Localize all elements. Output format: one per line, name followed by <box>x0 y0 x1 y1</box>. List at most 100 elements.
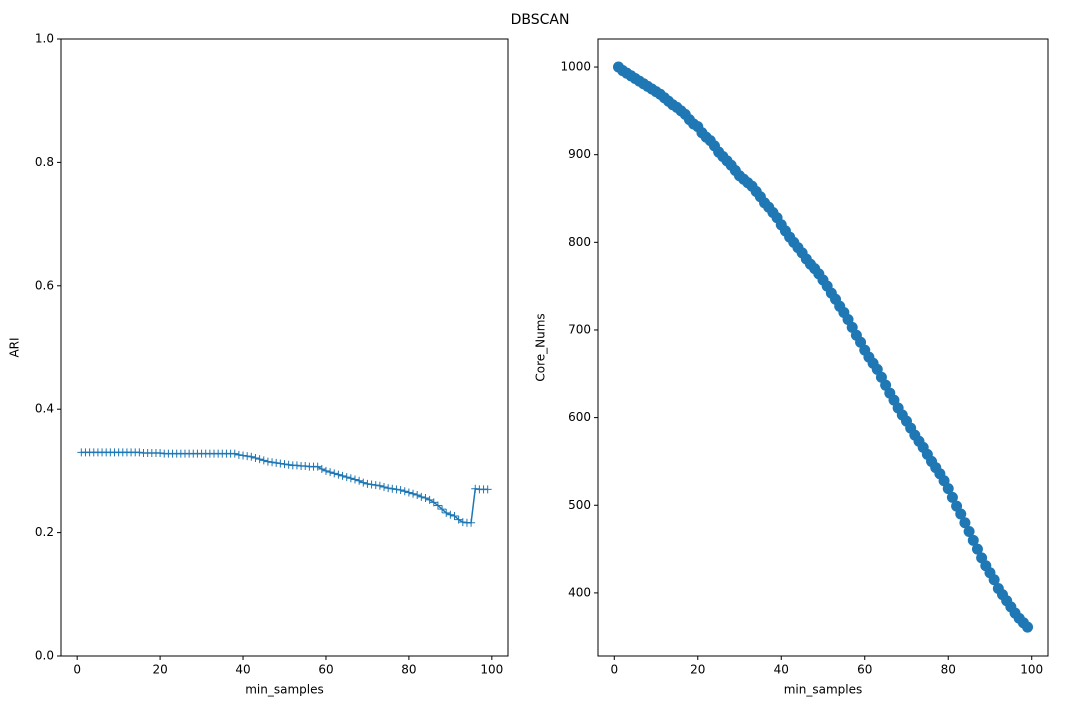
marker <box>272 458 281 467</box>
y-tick-label: 700 <box>568 322 591 336</box>
y-tick-label: 1000 <box>560 60 591 74</box>
x-tick-label: 40 <box>774 663 789 677</box>
marker <box>400 487 409 496</box>
marker <box>330 469 339 478</box>
marker <box>483 485 492 494</box>
marker <box>259 456 268 465</box>
subplot: 0 20 40 60 80 100 400 500 600 700 800 900 1000 min_sa… <box>534 38 1049 697</box>
point <box>1022 621 1034 633</box>
marker <box>375 481 384 490</box>
marker <box>355 476 364 485</box>
marker <box>454 515 463 524</box>
marker <box>396 486 405 495</box>
y-tick-label: 0.6 <box>35 278 54 292</box>
point <box>963 526 975 538</box>
y-tick-label: 500 <box>568 498 591 512</box>
x-tick-label: 80 <box>401 663 416 677</box>
y-tick-label: 0.0 <box>35 649 54 663</box>
marker <box>388 484 397 493</box>
x-axis-label: min_samples <box>245 683 324 697</box>
marker <box>404 488 413 497</box>
y-tick-label: 800 <box>568 235 591 249</box>
x-tick-label: 0 <box>73 663 81 677</box>
point <box>942 483 954 495</box>
marker <box>317 465 326 474</box>
y-tick-label: 0.2 <box>35 525 54 539</box>
marker <box>350 475 359 484</box>
x-tick-label: 0 <box>610 663 618 677</box>
marker <box>433 501 442 510</box>
marker <box>255 455 264 464</box>
y-tick-label: 0.8 <box>35 155 54 169</box>
marker <box>446 510 455 519</box>
x-axis-label: min_samples <box>784 683 863 697</box>
marker <box>450 511 459 520</box>
marker <box>156 449 165 458</box>
marker <box>326 468 335 477</box>
marker <box>442 508 451 517</box>
point <box>955 508 967 520</box>
y-axis-label: ARI <box>8 337 22 357</box>
marker <box>243 452 252 461</box>
marker <box>409 489 418 498</box>
x-tick-label: 80 <box>941 663 956 677</box>
x-tick-label: 60 <box>857 663 872 677</box>
marker <box>301 461 310 470</box>
x-tick-label: 60 <box>318 663 333 677</box>
marker <box>429 498 438 507</box>
point <box>971 543 983 555</box>
x-tick-label: 40 <box>235 663 250 677</box>
marker <box>458 518 467 527</box>
marker <box>135 448 144 457</box>
marker <box>234 450 243 459</box>
marker <box>313 462 322 471</box>
marker <box>276 459 285 468</box>
y-tick-label: 600 <box>568 410 591 424</box>
marker <box>425 495 434 504</box>
point <box>967 534 979 546</box>
marker <box>338 471 347 480</box>
marker <box>263 457 272 466</box>
marker <box>346 474 355 483</box>
point <box>959 517 971 529</box>
marker <box>367 480 376 489</box>
marker <box>363 479 372 488</box>
marker <box>359 478 368 487</box>
point <box>988 574 1000 586</box>
marker <box>392 485 401 494</box>
point <box>946 491 958 503</box>
x-tick-label: 100 <box>480 663 503 677</box>
axes-frame <box>60 38 509 657</box>
figure-title: DBSCAN <box>511 12 570 28</box>
marker <box>230 449 239 458</box>
marker <box>239 451 248 460</box>
marker <box>284 460 293 469</box>
x-tick-label: 20 <box>152 663 167 677</box>
marker <box>280 460 289 469</box>
marker <box>247 452 256 461</box>
marker <box>371 481 380 490</box>
marker <box>292 461 301 470</box>
y-tick-label: 400 <box>568 585 591 599</box>
marker <box>380 482 389 491</box>
axes-frame <box>597 38 1049 657</box>
x-tick-label: 100 <box>1020 663 1043 677</box>
marker <box>334 470 343 479</box>
y-tick-label: 0.4 <box>35 402 54 416</box>
marker <box>321 466 330 475</box>
marker <box>384 484 393 493</box>
subplot: 0 20 40 60 80 100 0.0 0.2 0.4 0.6 0.8 1.0 min_sample… <box>8 32 509 697</box>
y-tick-label: 900 <box>568 147 591 161</box>
marker <box>467 518 476 527</box>
marker <box>413 490 422 499</box>
marker <box>471 484 480 493</box>
marker <box>268 458 277 467</box>
marker <box>417 492 426 501</box>
marker <box>342 473 351 482</box>
marker <box>421 494 430 503</box>
marker <box>251 453 260 462</box>
y-tick-label: 1.0 <box>35 32 54 46</box>
x-tick-label: 20 <box>690 663 705 677</box>
marker <box>438 505 447 514</box>
